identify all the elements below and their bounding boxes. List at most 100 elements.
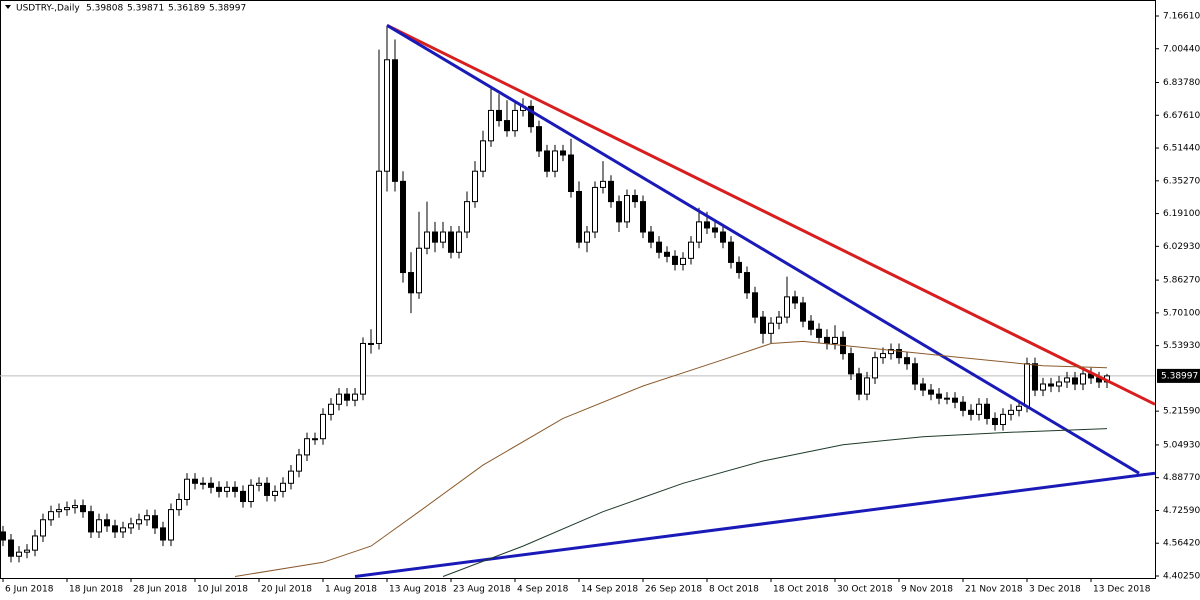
- candle-body: [672, 255, 678, 265]
- trend-line: [386, 24, 1140, 475]
- y-tick-label: 5.86270: [1163, 276, 1200, 286]
- candle-body: [128, 523, 134, 529]
- y-tick-label: 6.35270: [1163, 176, 1200, 186]
- candle-body: [880, 353, 886, 359]
- candle-body: [464, 201, 470, 233]
- candle-body: [200, 482, 206, 485]
- candle-body: [336, 393, 342, 405]
- candle-body: [800, 302, 806, 322]
- candle-body: [568, 154, 574, 192]
- y-tick-label: 6.19100: [1163, 209, 1200, 219]
- candle-body: [552, 150, 558, 172]
- candle-body: [608, 180, 614, 203]
- candle-body: [1064, 377, 1070, 383]
- candle-body: [312, 438, 318, 441]
- candle-body: [496, 109, 502, 122]
- candle-body: [168, 509, 174, 541]
- candle-body: [792, 296, 798, 304]
- candle-body: [488, 109, 494, 142]
- x-tick-label: 4 Sep 2018: [517, 585, 569, 595]
- y-tick-label: 6.83780: [1163, 78, 1200, 88]
- candle-body: [448, 231, 454, 253]
- candle-body: [176, 498, 182, 511]
- candle-body: [432, 231, 438, 243]
- candle-body: [392, 59, 398, 182]
- candle-body: [320, 413, 326, 440]
- candle-body: [960, 401, 966, 411]
- candle-body: [272, 490, 278, 496]
- candle-body: [1080, 373, 1086, 385]
- candle-body: [632, 195, 638, 203]
- x-tick-label: 3 Dec 2018: [1029, 585, 1081, 595]
- candle-body: [1024, 363, 1030, 407]
- candle-body: [376, 170, 382, 344]
- candle-body: [224, 486, 230, 492]
- x-tick-label: 18 Oct 2018: [773, 585, 829, 595]
- candle-body: [656, 241, 662, 253]
- candle-body: [400, 180, 406, 274]
- x-tick-label: 1 Aug 2018: [325, 585, 377, 595]
- x-tick-label: 9 Nov 2018: [901, 585, 953, 595]
- candle-body: [1008, 409, 1014, 415]
- candle-body: [480, 140, 486, 172]
- y-tick-label: 4.88770: [1163, 473, 1200, 483]
- candle-body: [584, 231, 590, 243]
- candle-body: [944, 397, 950, 400]
- candle-body: [24, 549, 30, 553]
- candle-body: [824, 336, 830, 344]
- candle-body: [832, 336, 838, 344]
- candle-body: [648, 231, 654, 243]
- candle-body: [912, 363, 918, 385]
- current-price-label: 5.38997: [1161, 371, 1198, 381]
- candle-body: [600, 180, 606, 188]
- candle-body: [872, 357, 878, 379]
- y-tick-label: 5.70100: [1163, 308, 1200, 318]
- x-tick-label: 13 Dec 2018: [1093, 585, 1151, 595]
- candle-body: [776, 316, 782, 324]
- x-tick-label: 20 Jul 2018: [261, 585, 312, 595]
- candle-body: [720, 231, 726, 243]
- candle-body: [624, 195, 630, 223]
- candle-body: [768, 322, 774, 334]
- candle-body: [80, 505, 86, 513]
- candle-body: [904, 357, 910, 365]
- candle-body: [120, 527, 126, 533]
- candle-body: [1016, 405, 1022, 411]
- candle-body: [592, 186, 598, 233]
- candle-body: [680, 257, 686, 265]
- y-tick-label: 4.40250: [1163, 571, 1200, 581]
- header-open: 5.39808: [86, 4, 123, 14]
- candle-body: [1056, 381, 1062, 387]
- symbol: USDTRY-,Daily: [16, 4, 80, 14]
- candle-body: [56, 509, 62, 513]
- current-price-box: [1157, 368, 1200, 383]
- candle-body: [352, 393, 358, 401]
- candle-body: [640, 201, 646, 233]
- candle-body: [1032, 363, 1038, 391]
- x-tick-label: 18 Jun 2018: [69, 585, 123, 595]
- candle-body: [216, 486, 222, 492]
- candle-body: [328, 403, 334, 415]
- candle-body: [456, 231, 462, 253]
- candle-body: [248, 484, 254, 503]
- candle-body: [304, 438, 310, 456]
- candle-body: [64, 507, 70, 511]
- header-low: 5.36189: [168, 4, 205, 14]
- candle-body: [440, 231, 446, 243]
- candle-body: [416, 247, 422, 294]
- y-tick-label: 7.16610: [1163, 11, 1200, 21]
- candle-body: [360, 342, 366, 395]
- y-tick-label: 4.56420: [1163, 539, 1200, 549]
- candle-body: [472, 170, 478, 203]
- candle-body: [736, 261, 742, 274]
- candle-body: [688, 241, 694, 259]
- candle-body: [152, 515, 158, 529]
- candle-body: [424, 231, 430, 249]
- candle-body: [976, 403, 982, 415]
- candle-body: [160, 527, 166, 541]
- candle-body: [288, 470, 294, 484]
- y-tick-label: 6.51440: [1163, 144, 1200, 154]
- y-tick-label: 7.00440: [1163, 44, 1200, 54]
- x-tick-label: 26 Sep 2018: [645, 585, 702, 595]
